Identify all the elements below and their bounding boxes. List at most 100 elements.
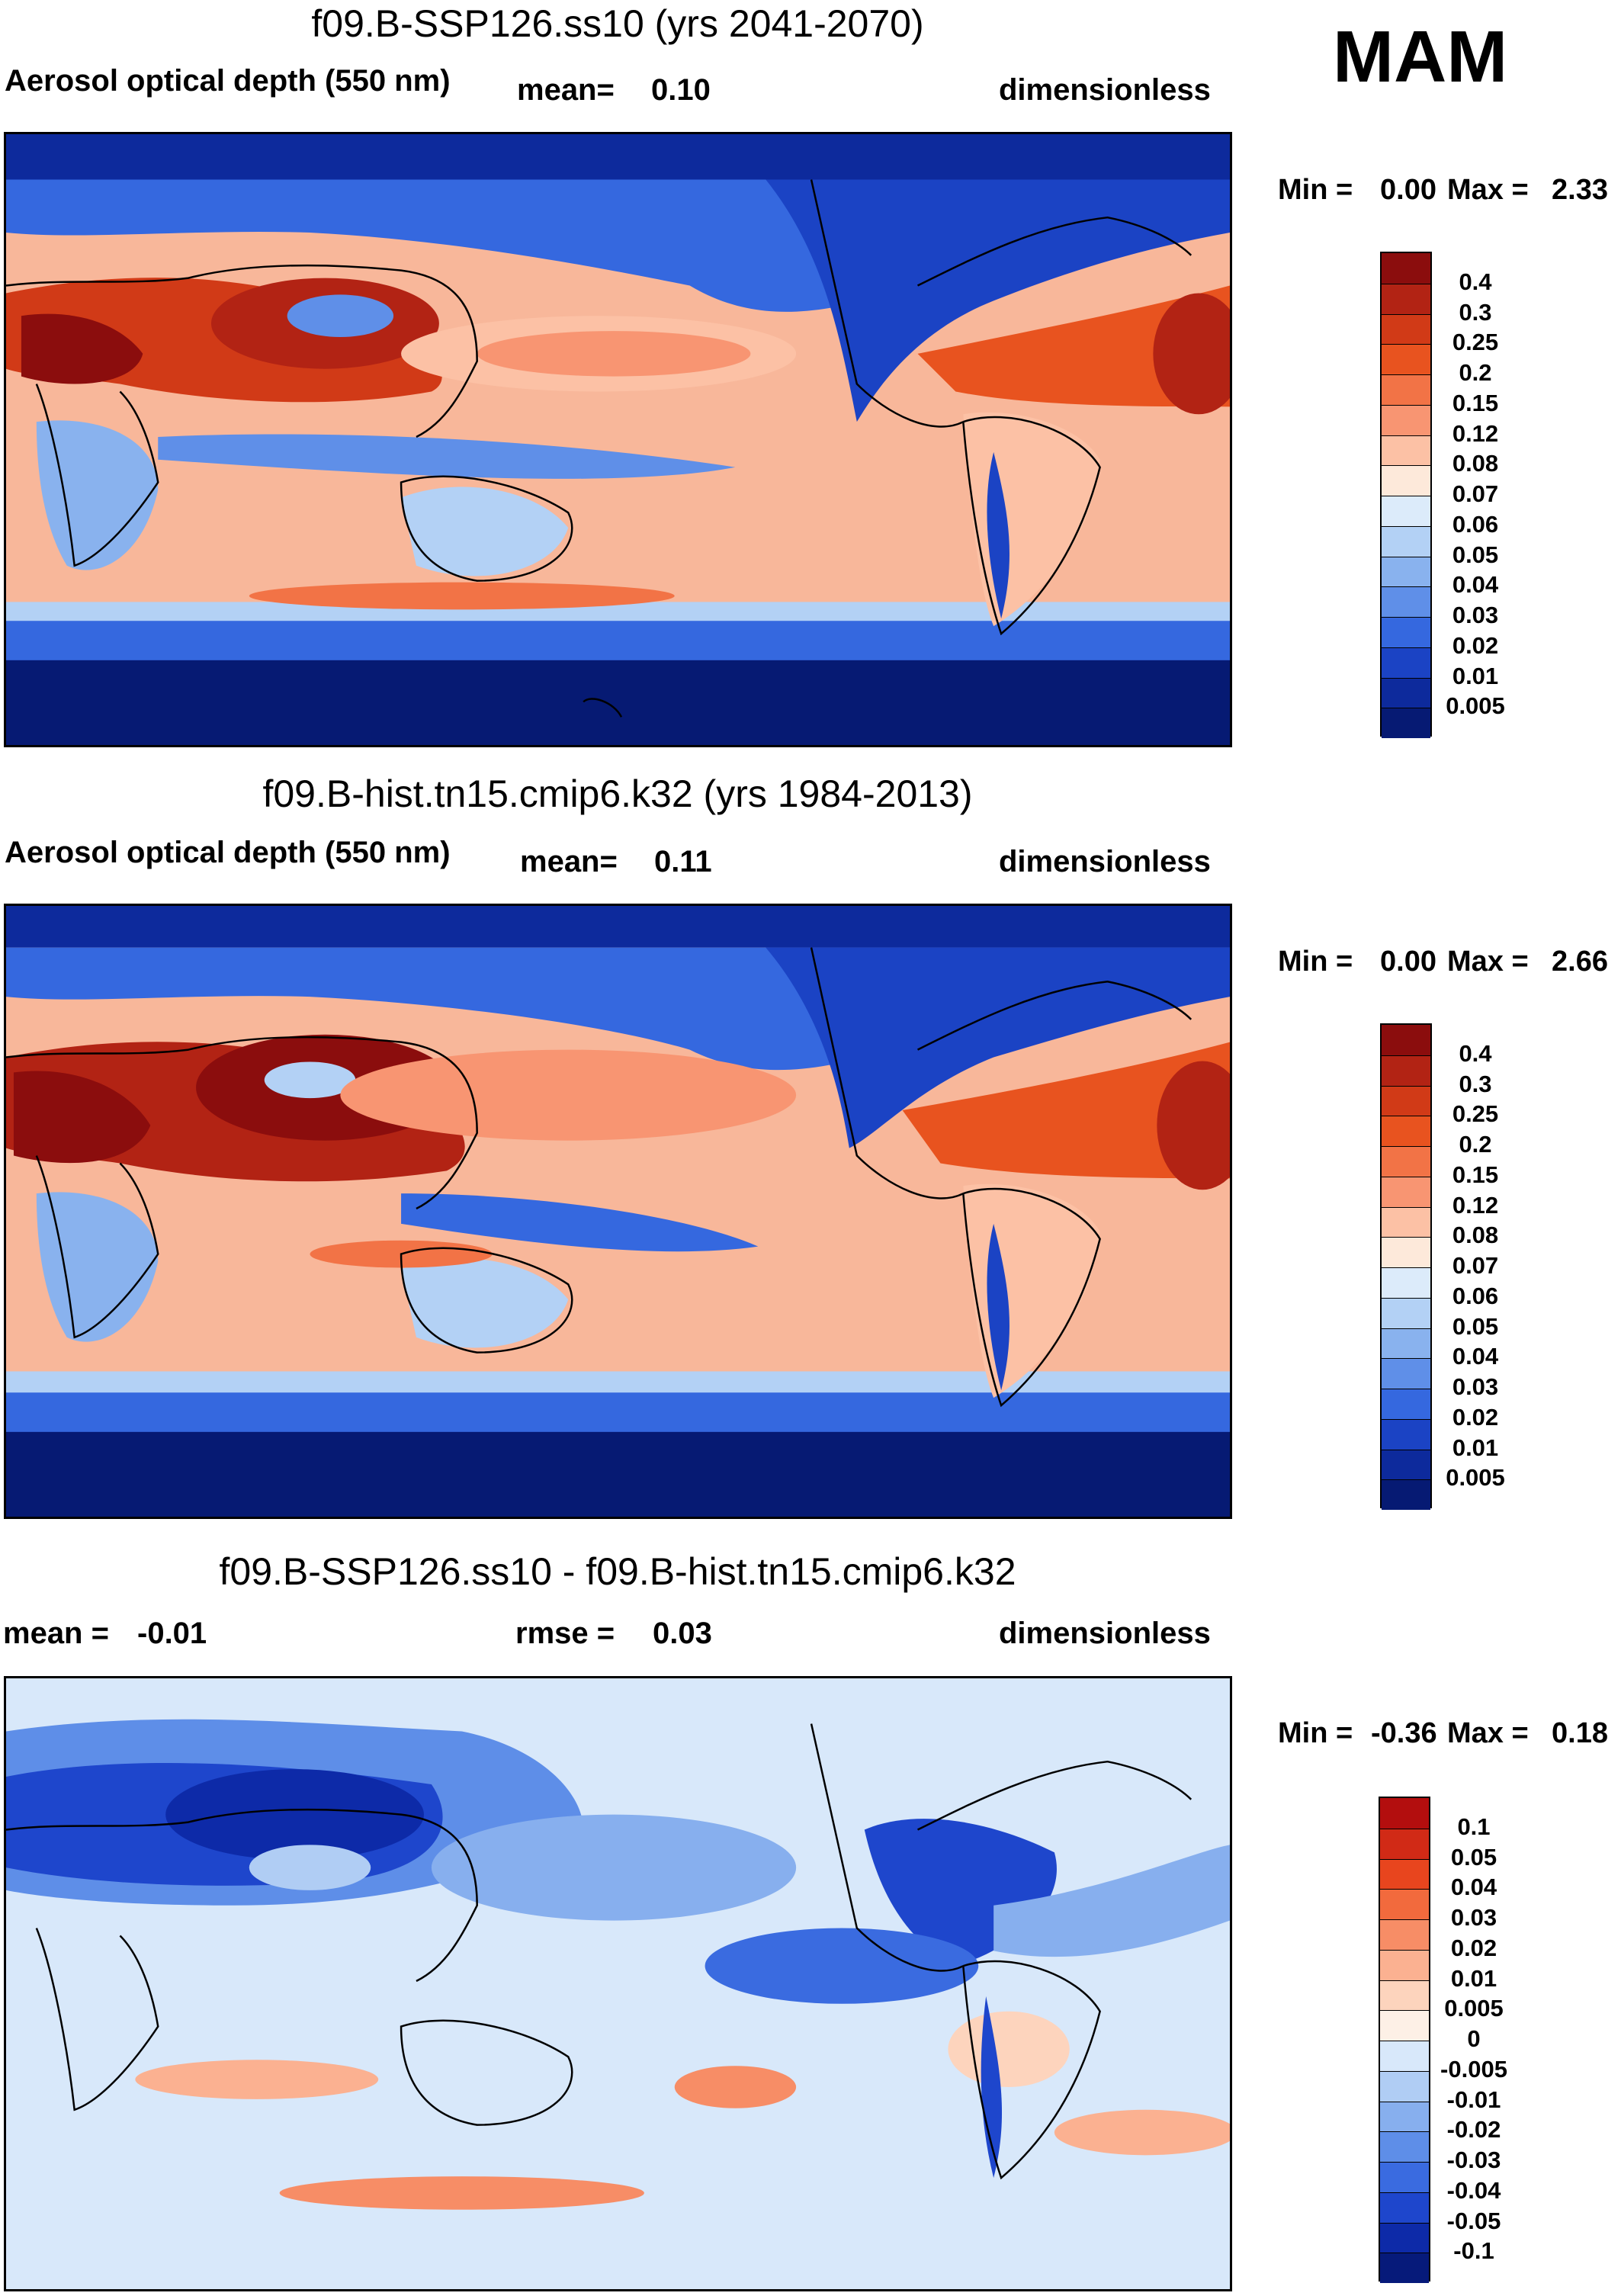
equatorial-low (401, 1193, 759, 1252)
panel1-colorbar-cell (1382, 617, 1430, 647)
panel3-colorbar-cell (1380, 1858, 1429, 1890)
panel2-mean-label: mean= (520, 845, 618, 878)
panel3-colorbar (1379, 1797, 1430, 2283)
panel2-colorbar-tick-label: 0.005 (1446, 1464, 1505, 1492)
north-america-blue (766, 947, 1230, 1148)
west-africa-max (1157, 1061, 1230, 1190)
southern-ocean-edge (6, 1371, 1230, 1393)
panel1-colorbar-cell (1382, 253, 1430, 284)
panel3-colorbar-tick-label: 0.01 (1450, 1964, 1497, 1992)
panel3-colorbar-tick-label: 0.05 (1450, 1843, 1497, 1871)
panel1-colorbar-tick-label: 0.15 (1452, 389, 1499, 416)
southern-ocean-band (6, 618, 1230, 660)
asia-max-decrease (165, 1769, 424, 1861)
west-africa-max (1153, 293, 1230, 415)
panel2-colorbar-tick-label: 0.08 (1452, 1222, 1499, 1249)
antarctic-band (6, 1427, 1230, 1517)
panel2-colorbar-cell (1382, 1449, 1430, 1480)
panel3-rmse-label: rmse = (515, 1617, 615, 1650)
antarctic-band (6, 656, 1230, 745)
andes-low (987, 451, 1010, 619)
panel3-colorbar-cell (1380, 2070, 1429, 2102)
panel3-colorbar-cell (1380, 1889, 1429, 1919)
panel2-min-value: 0.00 (1380, 946, 1436, 978)
southern-africa (36, 420, 159, 570)
panel1-colorbar-cell (1382, 465, 1430, 496)
panel1-min-label: Min = (1278, 174, 1353, 206)
panel3-colorbar-tick-label: 0 (1467, 2025, 1481, 2052)
panel1-map-plot (6, 134, 1230, 745)
panel2-colorbar-cell (1382, 1146, 1430, 1177)
panel1-variable-label: Aerosol optical depth (550 nm) (5, 64, 451, 98)
panel1-colorbar (1380, 252, 1432, 738)
panel1-colorbar-cell (1382, 404, 1430, 435)
panel1-mean-label: mean= (517, 73, 615, 107)
panel3-max-label: Max = (1447, 1717, 1529, 1749)
panel1-colorbar-cell (1382, 496, 1430, 526)
panel2-mean-value: 0.11 (654, 845, 712, 878)
panel2-map-plot (6, 906, 1230, 1517)
panel3-colorbar-tick-label: -0.05 (1446, 2207, 1501, 2234)
panel2-colorbar-cell (1382, 1358, 1430, 1389)
panel1-units-label: dimensionless (999, 73, 1211, 107)
panel3-units-label: dimensionless (999, 1617, 1211, 1650)
panel1-colorbar-tick-label: 0.25 (1452, 329, 1499, 356)
pacific-band (340, 1049, 797, 1141)
panel1-map (4, 132, 1232, 747)
panel2-map (4, 904, 1232, 1519)
panel1-mean-value: 0.10 (651, 73, 711, 107)
panel3-colorbar-tick-label: -0.005 (1440, 2055, 1507, 2082)
panel2-colorbar-tick-label: 0.07 (1452, 1252, 1499, 1279)
panel3-max-value: 0.18 (1552, 1717, 1608, 1749)
sahara-max (21, 313, 143, 384)
panel2-variable-label: Aerosol optical depth (550 nm) (5, 836, 451, 869)
panel1-colorbar-cell (1382, 677, 1430, 708)
panel1-colorbar-cell (1382, 708, 1430, 738)
southern-africa (36, 1192, 159, 1342)
panel2-colorbar-cell (1382, 1176, 1430, 1207)
equatorial-low (158, 434, 736, 479)
panel3-colorbar-cell (1380, 1828, 1429, 1859)
panel3-title: f09.B-SSP126.ss10 - f09.B-hist.tn15.cmip… (219, 1550, 1016, 1593)
panel1-colorbar-tick-label: 0.4 (1459, 268, 1492, 295)
australia (401, 1258, 569, 1348)
coastlines (6, 947, 1192, 1408)
pacific-core (477, 331, 751, 377)
panel3-rmse-value: 0.03 (653, 1617, 712, 1650)
panel2-colorbar-tick-label: 0.03 (1452, 1373, 1499, 1400)
southern-band (249, 582, 675, 610)
panel1-colorbar-cell (1382, 647, 1430, 678)
panel2-colorbar-tick-label: 0.02 (1452, 1403, 1499, 1431)
panel1-colorbar-cell (1382, 374, 1430, 405)
sahara-max (13, 1071, 151, 1164)
panel3-colorbar-tick-label: 0.02 (1450, 1934, 1497, 1961)
panel2-max-label: Max = (1447, 946, 1529, 978)
panel2-colorbar-cell (1382, 1116, 1430, 1146)
indian-ocean-increase (135, 2060, 379, 2099)
panel1-colorbar-tick-label: 0.08 (1452, 450, 1499, 477)
panel3-colorbar-cell (1380, 2010, 1429, 2041)
panel1-colorbar-cell (1382, 313, 1430, 345)
panel1-colorbar-tick-label: 0.06 (1452, 510, 1499, 538)
southern-ocean-band (6, 1390, 1230, 1432)
panel3-colorbar-cell (1380, 2041, 1429, 2071)
atlantic-decrease (993, 1845, 1230, 1957)
panel1-max-value: 2.33 (1552, 174, 1608, 206)
panel1-colorbar-cell (1382, 283, 1430, 314)
panel2-colorbar-tick-label: 0.06 (1452, 1282, 1499, 1309)
panel2-colorbar (1380, 1023, 1432, 1510)
panel3-colorbar-cell (1380, 1980, 1429, 2011)
tibet-low (287, 294, 394, 338)
panel3-min-value: -0.36 (1371, 1717, 1437, 1749)
tibet-small-change (249, 1845, 371, 1890)
panel1-colorbar-tick-label: 0.12 (1452, 419, 1499, 447)
panel2-title: f09.B-hist.tn15.cmip6.k32 (yrs 1984-2013… (262, 772, 973, 815)
panel3-mean-value: -0.01 (137, 1617, 207, 1650)
panel2-colorbar-cell (1382, 1025, 1430, 1055)
panel3-colorbar-cell (1380, 2162, 1429, 2192)
panel3-colorbar-tick-label: -0.01 (1446, 2086, 1501, 2113)
australia (401, 486, 569, 576)
coastlines (6, 1723, 1192, 2180)
panel1-colorbar-tick-label: 0.2 (1459, 359, 1492, 386)
coastlines (6, 179, 1192, 718)
